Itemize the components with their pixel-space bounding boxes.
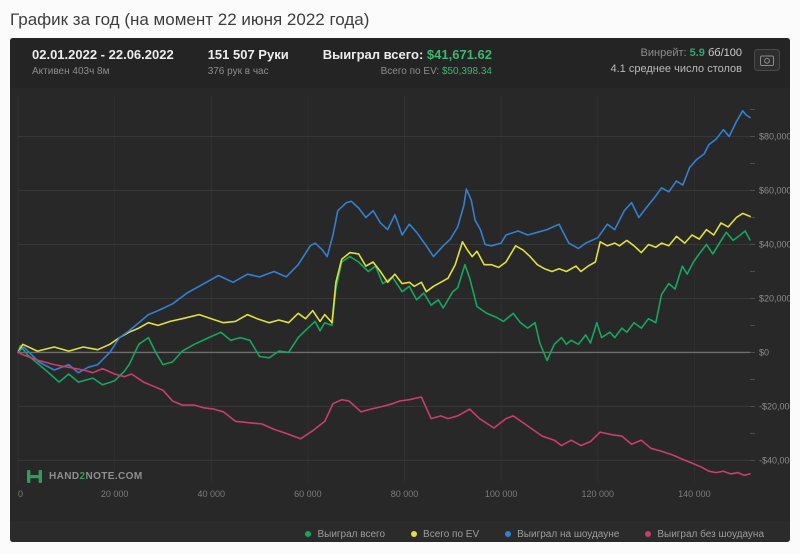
hand2note-logo-icon [27,470,42,483]
page-title: График за год (на момент 22 июня 2022 го… [0,0,800,38]
legend-item-non-showdown[interactable]: Выиграл без шоудауна [645,529,764,540]
stat-winnings: Выиграл всего: $41,671.62 Всего по EV: $… [323,47,492,77]
legend-dot-green [305,531,312,537]
stat-winrate: Винрейт: 5.9 бб/100 4.1 среднее число ст… [610,47,742,75]
line-chart: 0 20 000 40 000 60 000 80 000 100 000 120 000 1… [17,96,790,499]
svg-text:140 000: 140 000 [678,489,711,499]
svg-text:$20,000: $20,000 [759,293,790,303]
date-range-value: 02.01.2022 - 22.06.2022 [32,47,174,62]
svg-text:120 000: 120 000 [582,489,615,499]
svg-text:20 000: 20 000 [101,489,129,499]
won-total-label: Выиграл всего: [322,47,424,62]
logo-prefix: HAND [49,471,80,482]
hand2note-logo-text: HAND2NOTE.COM [49,471,143,482]
svg-text:-$40,000: -$40,000 [759,455,790,465]
winrate-line: Винрейт: 5.9 бб/100 [641,47,742,59]
stat-hands: 151 507 Руки 376 рук в час [208,47,289,77]
legend-dot-blue [505,531,512,537]
ev-total-label: Всего по EV: [380,66,440,77]
svg-text:-$20,000: -$20,000 [759,401,790,411]
svg-text:100 000: 100 000 [485,489,518,499]
won-total: Выиграл всего: $41,671.62 [323,47,492,62]
svg-text:0: 0 [18,489,23,499]
header-right: Винрейт: 5.9 бб/100 4.1 среднее число ст… [610,47,780,75]
avg-tables: 4.1 среднее число столов [610,63,742,75]
camera-button[interactable] [754,49,780,71]
winrate-value: 5.9 [689,47,705,59]
panel-header: 02.01.2022 - 22.06.2022 Активен 403ч 8м … [10,38,790,88]
ev-total-value: $50,398.34 [441,66,492,77]
hand2note-chart-panel: 02.01.2022 - 22.06.2022 Активен 403ч 8м … [10,38,790,542]
svg-text:$40,000: $40,000 [759,239,790,249]
chart-legend: Выиграл всего Всего по EV Выиграл на шоу… [10,521,790,542]
legend-label: Выиграл всего [317,528,386,540]
stat-date-range: 02.01.2022 - 22.06.2022 Активен 403ч 8м [32,47,174,77]
legend-dot-pink [645,531,652,537]
hands-per-hour: 376 рук в час [207,66,269,77]
legend-dot-yellow [411,531,418,537]
logo-num: 2 [79,471,86,482]
svg-text:$80,000: $80,000 [759,131,790,141]
hand2note-logo[interactable]: HAND2NOTE.COM [26,468,143,485]
chart-canvas[interactable]: 0 20 000 40 000 60 000 80 000 100 000 120 000 1… [10,88,790,521]
camera-icon [760,55,774,66]
svg-text:60 000: 60 000 [294,489,322,499]
logo-suffix: NOTE.COM [85,471,143,482]
svg-text:80 000: 80 000 [391,489,419,499]
won-total-value: $41,671.62 [426,47,492,62]
legend-item-showdown[interactable]: Выиграл на шоудауне [505,529,619,540]
hands-count: 151 507 Руки [207,47,289,62]
winrate-unit: бб/100 [707,47,742,59]
ev-total: Всего по EV: $50,398.34 [323,66,492,77]
svg-text:40 000: 40 000 [197,489,225,499]
active-time: Активен 403ч 8м [32,66,110,77]
legend-label: Выиграл на шоудауне [517,528,620,540]
legend-label: Выиграл без шоудауна [657,528,764,540]
legend-item-ev[interactable]: Всего по EV [411,529,479,540]
winrate-label: Винрейт: [640,47,687,59]
svg-text:$60,000: $60,000 [759,185,790,195]
legend-label: Всего по EV [423,528,480,540]
legend-item-won-total[interactable]: Выиграл всего [305,529,385,540]
svg-text:$0: $0 [759,347,769,357]
